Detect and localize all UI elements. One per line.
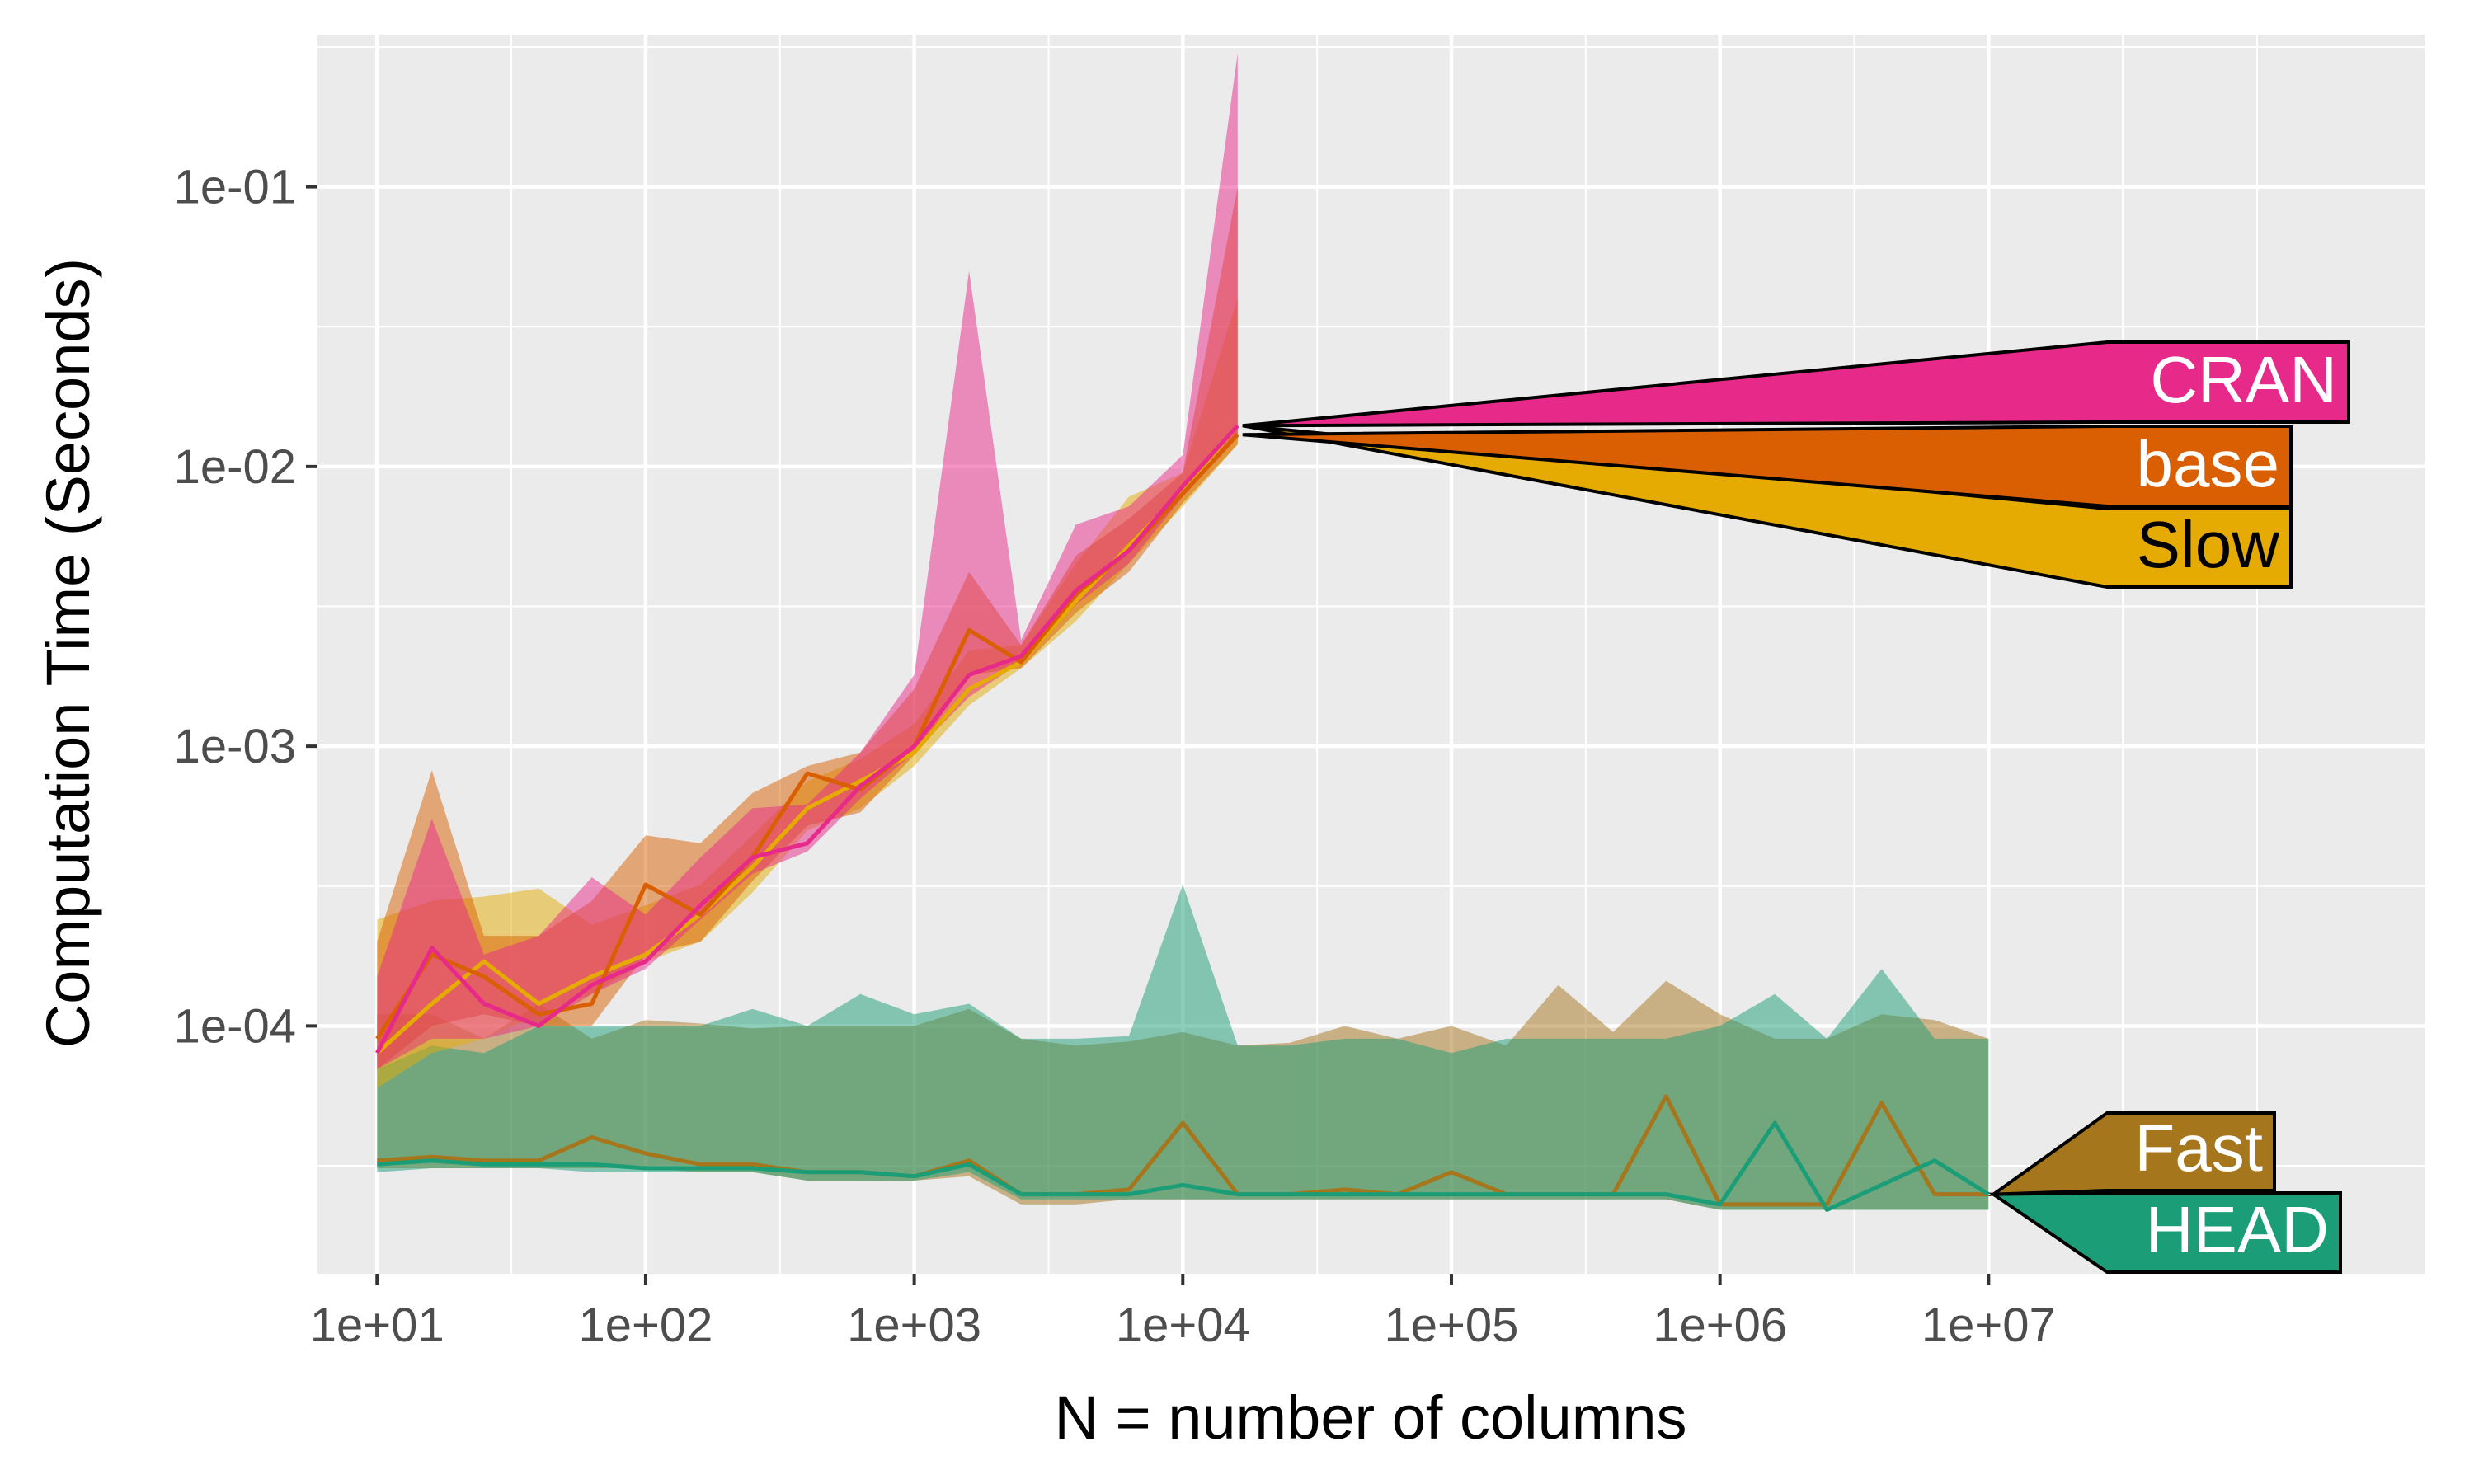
direct-label-text-cran: CRAN bbox=[2150, 343, 2337, 416]
x-tick-label: 1e+05 bbox=[1385, 1298, 1519, 1352]
x-axis: 1e+01 1e+02 1e+03 1e+04 1e+05 1e+06 1e+07 bbox=[310, 1274, 2056, 1352]
direct-label-text-fast: Fast bbox=[2134, 1111, 2263, 1185]
direct-label-box-cran bbox=[1242, 340, 2350, 428]
y-tick-label: 1e-03 bbox=[174, 720, 296, 773]
x-tick-label: 1e+03 bbox=[847, 1298, 981, 1352]
median-line-cran bbox=[375, 424, 1239, 1054]
direct-label-text-base: base bbox=[2137, 427, 2279, 500]
y-tick-label: 1e-01 bbox=[174, 161, 296, 214]
median-lines bbox=[375, 424, 1990, 1212]
y-tick-label: 1e-04 bbox=[174, 999, 296, 1053]
x-axis-title: N = number of columns bbox=[1054, 1383, 1686, 1452]
y-axis: 1e-04 1e-03 1e-02 1e-01 bbox=[174, 161, 317, 1053]
direct-label-box-base bbox=[1242, 425, 2293, 508]
median-line-slow bbox=[375, 424, 1239, 1055]
direct-label-text-head: HEAD bbox=[2146, 1193, 2329, 1266]
x-tick-label: 1e+06 bbox=[1653, 1298, 1787, 1352]
direct-label-box-head bbox=[1987, 1191, 2342, 1274]
y-tick-label: 1e-02 bbox=[174, 440, 296, 494]
direct-label-text-slow: Slow bbox=[2137, 508, 2280, 581]
x-tick-label: 1e+02 bbox=[578, 1298, 713, 1352]
x-tick-label: 1e+01 bbox=[310, 1298, 444, 1352]
x-tick-label: 1e+07 bbox=[1921, 1298, 2056, 1352]
ribbon-head bbox=[377, 885, 1989, 1210]
median-line-head bbox=[377, 1120, 1990, 1212]
direct-labels: Slow base CRAN Fast HEAD bbox=[1242, 340, 2350, 1274]
y-axis-title: Computation Time (Seconds) bbox=[34, 258, 102, 1048]
direct-label-box-fast bbox=[1987, 1111, 2276, 1196]
x-tick-label: 1e+04 bbox=[1116, 1298, 1250, 1352]
